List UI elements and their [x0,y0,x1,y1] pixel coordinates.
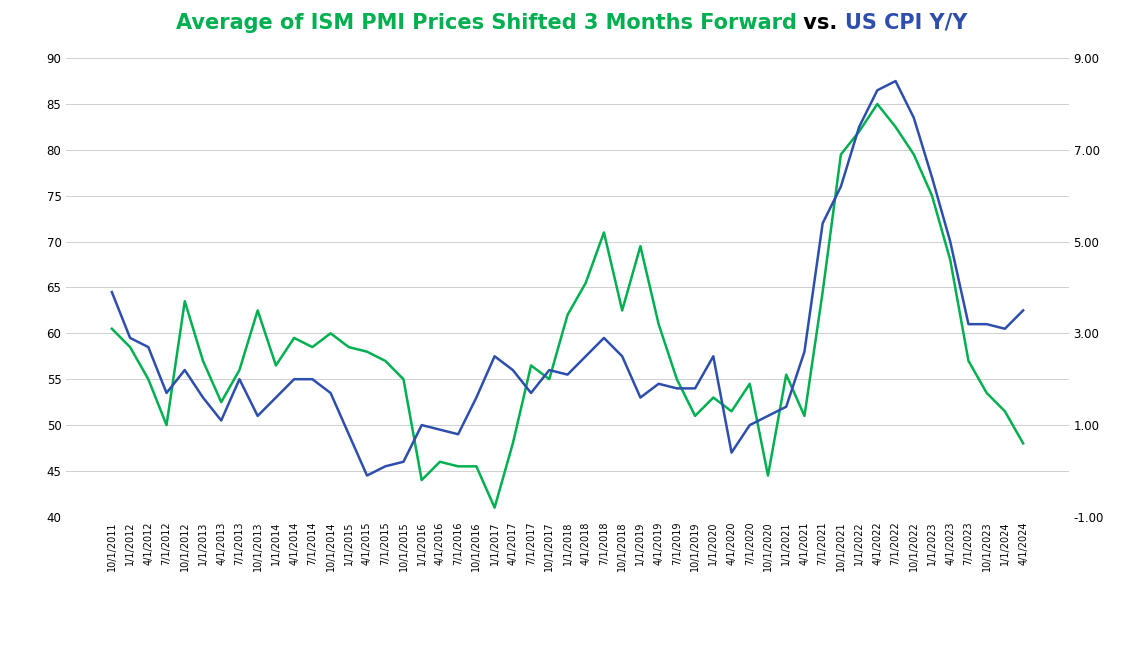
Text: Average of ISM PMI Prices Shifted 3 Months Forward: Average of ISM PMI Prices Shifted 3 Mont… [176,13,797,32]
Text: US CPI Y/Y: US CPI Y/Y [845,13,967,32]
Text: vs.: vs. [797,13,845,32]
